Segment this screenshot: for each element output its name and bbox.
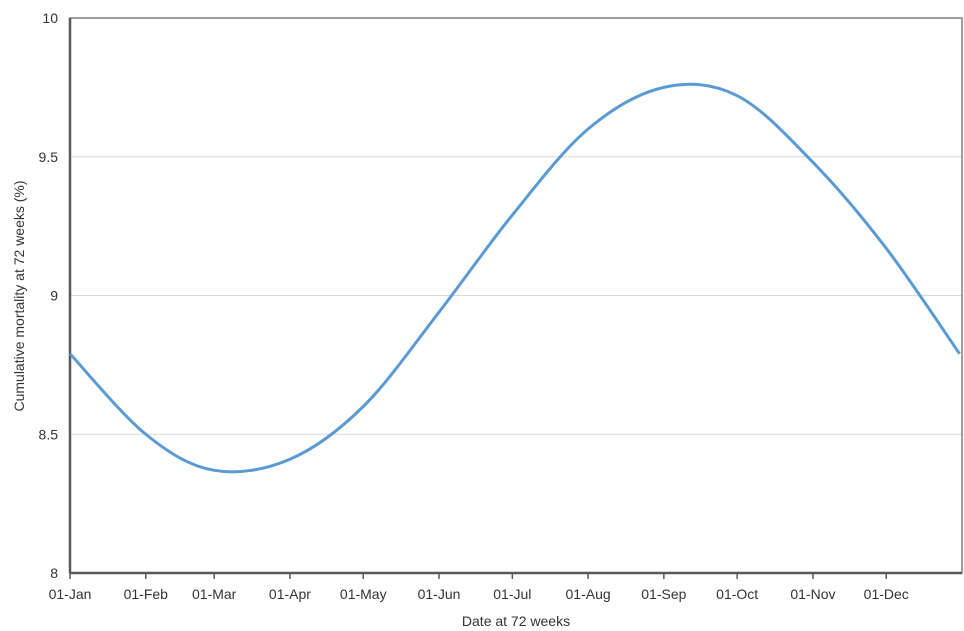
x-axis-title: Date at 72 weeks	[462, 613, 570, 629]
x-tick-label: 01-Oct	[716, 586, 758, 602]
y-axis-title: Cumulative mortality at 72 weeks (%)	[11, 180, 27, 411]
x-tick-label: 01-Mar	[192, 586, 237, 602]
series-group	[68, 82, 961, 474]
y-tick-label: 9.5	[39, 149, 59, 165]
x-tick-label: 01-Nov	[790, 586, 835, 602]
x-tick-label: 01-Jan	[49, 586, 92, 602]
y-tick-label: 9	[50, 288, 58, 304]
x-tick-label: 01-Dec	[864, 586, 909, 602]
y-tick-labels: 8 8.5 9 9.5 10	[39, 10, 59, 581]
x-tick-label: 01-Jun	[418, 586, 461, 602]
x-tick-label: 01-Jul	[493, 586, 531, 602]
x-tick-label: 01-Apr	[269, 586, 311, 602]
series-line	[68, 82, 961, 474]
x-tick-label: 01-Sep	[641, 586, 686, 602]
x-tick-label: 01-May	[340, 586, 387, 602]
y-tick-label: 10	[42, 10, 58, 26]
x-tick-label: 01-Feb	[124, 586, 169, 602]
y-tick-label: 8.5	[39, 426, 59, 442]
gridlines	[70, 156, 962, 435]
x-tick-labels: 01-Jan 01-Feb 01-Mar 01-Apr 01-May 01-Jun 01-J…	[49, 573, 909, 602]
x-tick-label: 01-Aug	[566, 586, 611, 602]
y-tick-label: 8	[50, 565, 58, 581]
